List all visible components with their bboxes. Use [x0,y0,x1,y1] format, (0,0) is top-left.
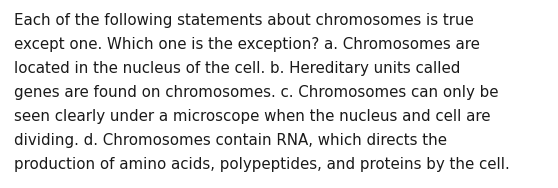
Text: genes are found on chromosomes. c. Chromosomes can only be: genes are found on chromosomes. c. Chrom… [14,85,498,100]
Text: except one. Which one is the exception? a. Chromosomes are: except one. Which one is the exception? … [14,37,480,52]
Text: located in the nucleus of the cell. b. Hereditary units called: located in the nucleus of the cell. b. H… [14,61,460,76]
Text: seen clearly under a microscope when the nucleus and cell are: seen clearly under a microscope when the… [14,109,490,124]
Text: production of amino acids, polypeptides, and proteins by the cell.: production of amino acids, polypeptides,… [14,157,510,172]
Text: dividing. d. Chromosomes contain RNA, which directs the: dividing. d. Chromosomes contain RNA, wh… [14,133,447,148]
Text: Each of the following statements about chromosomes is true: Each of the following statements about c… [14,13,474,28]
